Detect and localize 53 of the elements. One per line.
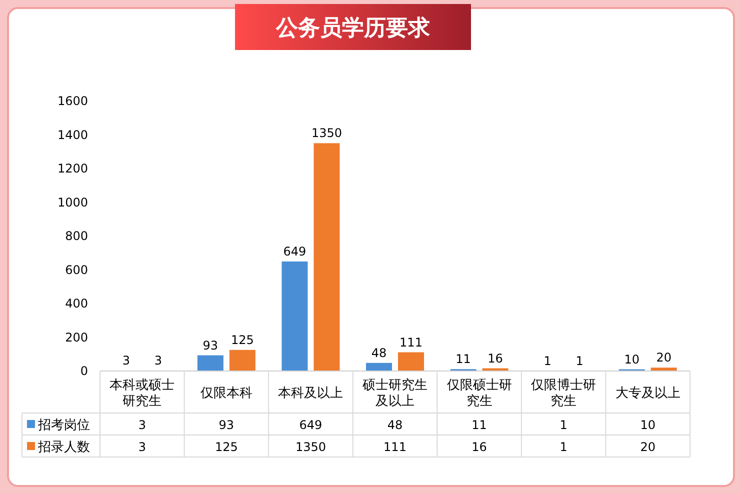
data-label: 3 [138, 418, 146, 432]
data-label: 10 [640, 418, 656, 432]
x-tick-label: 本科或硕士研究生 [110, 378, 175, 409]
text: 3 [122, 353, 130, 368]
y-tick-label: 1000 [57, 195, 88, 210]
y-tick-label: 1400 [57, 128, 88, 142]
y-tick-label: 400 [65, 296, 88, 310]
data-label: 649 [299, 418, 322, 432]
text: 93 [202, 338, 218, 352]
text: 48 [371, 346, 387, 360]
data-label: 3 [138, 440, 146, 454]
text: 649 [283, 244, 306, 258]
y-tick-label: 0 [80, 364, 88, 378]
text: 20 [656, 350, 672, 365]
bar [366, 362, 392, 371]
x-tick-label: 仅限硕士研究生 [446, 378, 512, 409]
data-label: 111 [384, 440, 406, 454]
text: 16 [488, 351, 503, 366]
y-tick-label: 200 [65, 330, 88, 344]
text: 11 [456, 352, 471, 366]
bar [398, 352, 424, 371]
text: 1 [576, 354, 584, 368]
data-label: 20 [640, 440, 656, 454]
data-label: 1 [560, 440, 568, 454]
x-tick-label: 本科及以上 [278, 386, 344, 401]
y-tick-label: 1600 [57, 94, 88, 108]
data-label: 16 [472, 440, 487, 454]
data-label: 1 [560, 418, 568, 432]
data-label: 1350 [295, 440, 326, 454]
bar [229, 350, 256, 371]
x-tick-label: 仅限本科 [200, 386, 252, 401]
bar [282, 261, 308, 371]
data-label: 125 [214, 440, 238, 454]
text: 111 [400, 335, 422, 350]
data-label: 48 [387, 418, 403, 432]
y-tick-label: 1200 [57, 162, 88, 176]
text: 1 [544, 354, 552, 368]
text: 10 [624, 352, 640, 366]
text: 1350 [311, 126, 342, 140]
data-label: 93 [218, 418, 234, 432]
text: 125 [230, 332, 254, 347]
x-tick-label: 硕士研究生及以上 [362, 378, 428, 409]
x-tick-label: 大专及以上 [615, 386, 680, 401]
legend-label: 招录人数 [37, 440, 90, 455]
data-label: 11 [472, 418, 487, 432]
bar [197, 355, 224, 371]
bar [314, 143, 340, 371]
text: 3 [154, 353, 162, 368]
y-tick-label: 600 [65, 262, 88, 277]
x-tick-label: 仅限博士研究生 [531, 378, 596, 409]
legend-label: 招考岗位 [37, 418, 90, 433]
chart-title: 公务员学历要求 [275, 16, 431, 41]
y-tick-label: 800 [65, 229, 88, 243]
